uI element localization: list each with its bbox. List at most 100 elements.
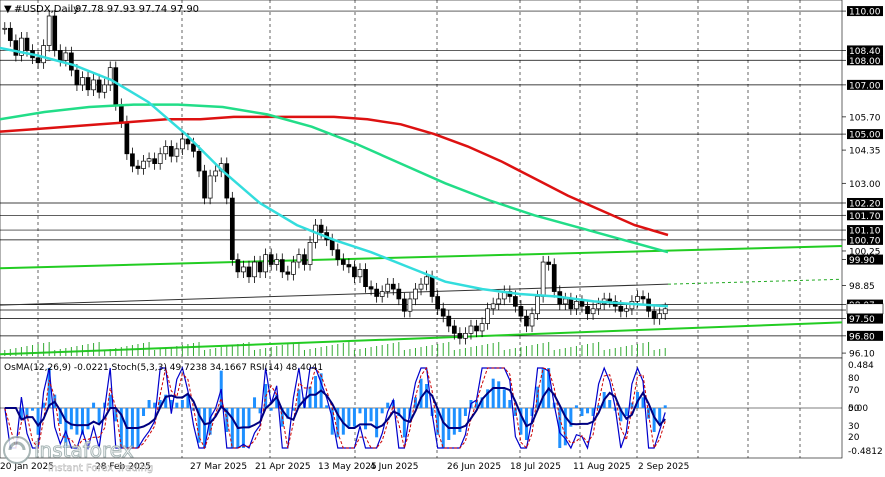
candle-body xyxy=(41,45,46,64)
osma-bar xyxy=(591,408,595,416)
candle-body xyxy=(651,310,657,319)
candle-body xyxy=(657,313,663,319)
time-axis: 20 Jan 2025 28 Feb 2025 27 Mar 2025 21 Apr … xyxy=(0,462,689,472)
osma-bar xyxy=(297,389,301,408)
price-level-box xyxy=(847,330,883,341)
osma-bar xyxy=(42,402,46,408)
price-level-box xyxy=(847,79,883,90)
osma-bar xyxy=(325,405,329,408)
candle-body xyxy=(357,269,363,278)
price-level-box xyxy=(847,45,883,56)
price-tick-label: 108.00 xyxy=(849,57,881,67)
candle-body xyxy=(279,259,285,273)
chart-header[interactable]: ▼ #USDX,Daily 97.78 97.93 97.74 97.90 xyxy=(4,4,199,15)
price-tick-label: 105.00 xyxy=(849,131,881,141)
candle-body xyxy=(490,303,496,310)
candle-body xyxy=(235,259,241,273)
candle-body xyxy=(118,104,124,123)
lower-trendline xyxy=(0,321,843,356)
osma-bar xyxy=(142,408,146,416)
price-tick-label: 108.40 xyxy=(849,47,881,57)
osma-bar xyxy=(358,408,362,414)
candle-body xyxy=(496,298,502,305)
osma-bar xyxy=(164,394,168,408)
candle-body xyxy=(635,296,640,302)
osma-bar xyxy=(364,408,368,430)
osma-bar xyxy=(574,405,578,408)
osma-bar xyxy=(269,408,273,411)
osma-bar xyxy=(258,408,262,414)
osma-bar xyxy=(247,408,251,427)
candle-body xyxy=(107,67,113,86)
time-label: 21 Apr 2025 xyxy=(255,462,311,472)
price-tick-label: 104.35 xyxy=(849,147,881,157)
candle-body xyxy=(141,160,146,169)
osma-bar xyxy=(69,408,73,430)
osc-tick-label: 30 xyxy=(848,422,860,432)
osma-bar xyxy=(253,397,257,408)
osma-bar xyxy=(397,408,401,416)
price-tick-label: 101.70 xyxy=(849,212,881,222)
osma-bar xyxy=(230,408,234,448)
candle-body xyxy=(307,242,313,265)
candle-body xyxy=(296,254,302,263)
rsi-line xyxy=(4,386,666,430)
candle-body xyxy=(451,325,457,334)
price-tick-label: 100.25 xyxy=(849,247,881,257)
candle-body xyxy=(113,67,119,105)
candle-body xyxy=(329,239,335,251)
candle-body xyxy=(390,283,396,290)
candle-body xyxy=(19,37,24,56)
svg-text:instaforex: instaforex xyxy=(34,438,134,462)
candle-body xyxy=(440,308,446,317)
time-label: 28 Feb 2025 xyxy=(95,462,151,472)
osma-bar xyxy=(447,408,451,440)
candle-body xyxy=(335,249,341,260)
candle-body xyxy=(7,27,13,41)
osma-bar xyxy=(419,378,423,408)
candle-body xyxy=(63,52,69,61)
stoch-main-line xyxy=(4,366,666,451)
candle-body xyxy=(368,286,374,290)
candle-body xyxy=(2,27,8,30)
osma-bar xyxy=(380,408,384,414)
osma-bar xyxy=(352,408,356,427)
moving-averages xyxy=(0,46,669,308)
osma-bar xyxy=(286,408,290,419)
candle-body xyxy=(463,333,468,339)
osma-bar xyxy=(97,408,101,424)
candle-body xyxy=(640,296,646,300)
price-tick-label: 96.80 xyxy=(849,332,875,342)
current-price-marker xyxy=(846,303,884,315)
osma-bar xyxy=(580,408,584,416)
candle-body xyxy=(274,259,280,265)
menu-arrow-icon[interactable]: ▼ xyxy=(4,4,12,15)
candle-body xyxy=(285,271,291,275)
mid-trendline-ext xyxy=(667,278,843,285)
candle-body xyxy=(340,259,346,265)
price-level-box xyxy=(847,6,883,17)
candle-body xyxy=(57,50,63,61)
osma-bar xyxy=(64,408,68,448)
candle-body xyxy=(213,170,219,177)
instaforex-logo: instaforex Instant Forex Trading xyxy=(3,436,153,474)
candle-body xyxy=(224,163,230,199)
time-label: 26 Jun 2025 xyxy=(447,462,501,472)
osc-tick-label: 80 xyxy=(848,374,860,384)
osma-bar xyxy=(497,381,501,408)
price-level-box xyxy=(847,129,883,140)
candle-body xyxy=(568,298,574,310)
candle-body xyxy=(157,153,163,164)
candle-body xyxy=(102,84,108,93)
oscillators xyxy=(0,366,842,451)
price-tick-label: 99.90 xyxy=(849,256,875,266)
osma-bar xyxy=(502,389,506,408)
candle-body xyxy=(574,301,579,310)
candle-body xyxy=(46,15,52,46)
candle-body xyxy=(513,296,518,307)
osma-bar xyxy=(375,408,379,438)
candle-body xyxy=(146,158,152,162)
price-tick-label: 98.85 xyxy=(849,282,875,292)
candle-body xyxy=(135,165,141,169)
time-label: 13 May 2025 xyxy=(318,462,377,472)
